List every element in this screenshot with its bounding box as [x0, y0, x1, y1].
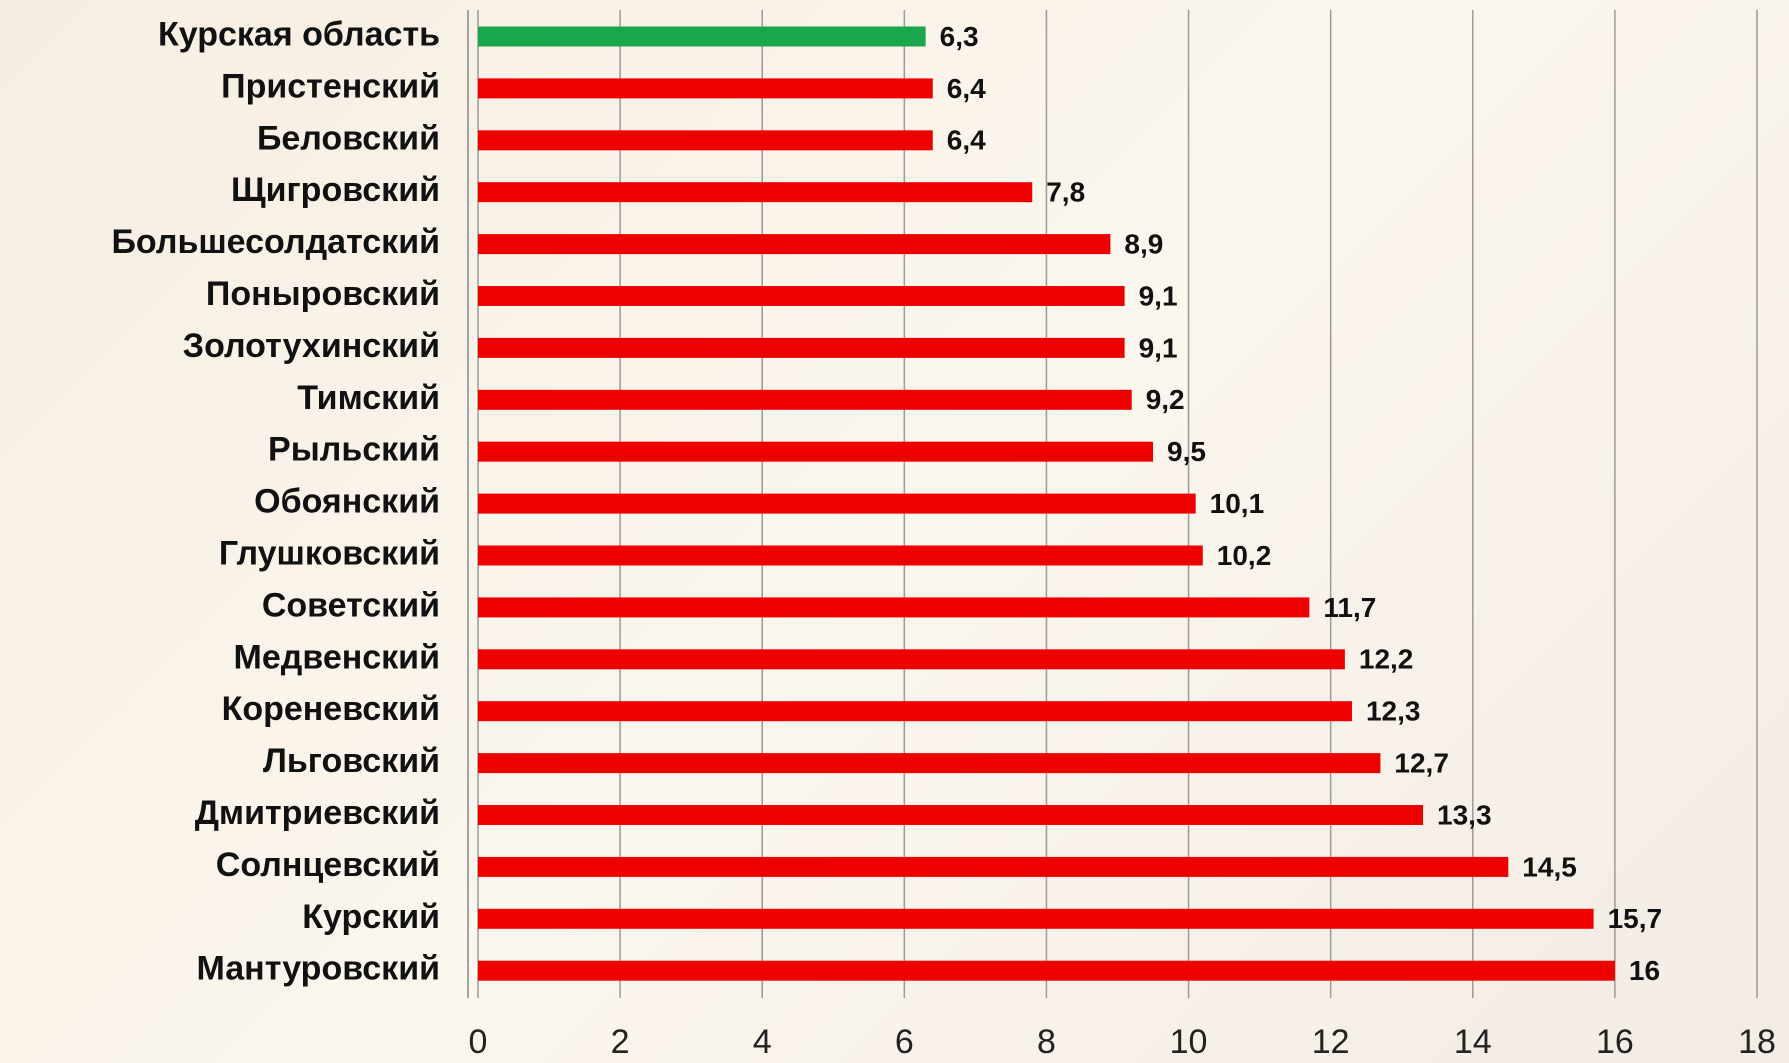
value-label: 9,2 — [1146, 384, 1185, 415]
value-label: 10,2 — [1217, 540, 1272, 571]
x-tick-label: 4 — [753, 1023, 772, 1061]
value-label: 12,2 — [1359, 644, 1414, 675]
bar — [478, 441, 1154, 462]
y-tick-label: Большесолдатский — [111, 223, 440, 261]
y-tick-label: Обоянский — [254, 483, 440, 521]
bar — [478, 805, 1424, 825]
value-label: 7,8 — [1046, 177, 1085, 208]
bar — [478, 649, 1345, 670]
bar — [478, 130, 933, 151]
value-label: 6,4 — [947, 125, 986, 156]
value-label: 6,3 — [940, 21, 979, 52]
y-tick-label: Советский — [262, 586, 440, 624]
y-tick-label: Рыльский — [268, 431, 440, 469]
y-tick-label: Глушковский — [219, 534, 440, 572]
x-tick-label: 8 — [1037, 1023, 1056, 1061]
y-tick-label: Медвенский — [234, 638, 440, 676]
y-tick-label: Беловский — [257, 119, 440, 157]
y-tick-label: Щигровский — [231, 171, 440, 209]
value-label: 12,7 — [1394, 747, 1449, 778]
y-tick-label: Курский — [302, 898, 440, 936]
bar — [478, 337, 1125, 358]
value-label: 10,1 — [1210, 488, 1265, 519]
value-label: 13,3 — [1437, 799, 1492, 830]
bar — [478, 545, 1203, 566]
y-tick-label: Золотухинский — [183, 327, 440, 365]
y-tick-label: Солнцевский — [216, 846, 440, 884]
value-label: 8,9 — [1124, 228, 1163, 259]
value-label: 14,5 — [1522, 851, 1577, 882]
bar — [478, 26, 926, 47]
y-tick-label: Курская область — [158, 15, 440, 53]
value-label: 9,1 — [1139, 332, 1178, 363]
bar — [478, 960, 1615, 981]
bar — [478, 389, 1132, 410]
y-tick-label: Мантуровский — [197, 950, 440, 988]
bar — [478, 182, 1033, 203]
y-tick-label: Поныровский — [206, 275, 440, 313]
value-label: 6,4 — [947, 73, 986, 104]
bar — [478, 701, 1352, 722]
value-label: 15,7 — [1608, 903, 1663, 934]
value-label: 11,7 — [1323, 592, 1376, 623]
x-tick-label: 2 — [611, 1023, 630, 1061]
bar — [478, 856, 1509, 877]
y-tick-label: Тимский — [297, 379, 440, 417]
x-tick-label: 6 — [895, 1023, 914, 1061]
bar — [478, 908, 1594, 929]
bar — [478, 753, 1381, 774]
bar — [478, 234, 1111, 255]
bar — [478, 286, 1125, 306]
y-tick-label: Кореневский — [222, 690, 440, 728]
x-tick-label: 14 — [1454, 1023, 1492, 1061]
bar — [478, 493, 1196, 514]
x-tick-label: 16 — [1596, 1023, 1634, 1061]
x-tick-label: 12 — [1312, 1023, 1350, 1061]
value-label: 16 — [1629, 955, 1660, 986]
x-tick-label: 18 — [1738, 1023, 1776, 1061]
value-label: 9,1 — [1139, 280, 1178, 311]
x-tick-label: 10 — [1170, 1023, 1208, 1061]
y-tick-label: Дмитриевский — [195, 794, 440, 832]
y-tick-label: Пристенский — [221, 67, 440, 105]
value-label: 9,5 — [1167, 436, 1206, 467]
value-label: 12,3 — [1366, 696, 1421, 727]
x-tick-label: 0 — [469, 1023, 488, 1061]
bar — [478, 78, 933, 99]
bar — [478, 597, 1310, 618]
y-tick-label: Льговский — [263, 742, 440, 780]
